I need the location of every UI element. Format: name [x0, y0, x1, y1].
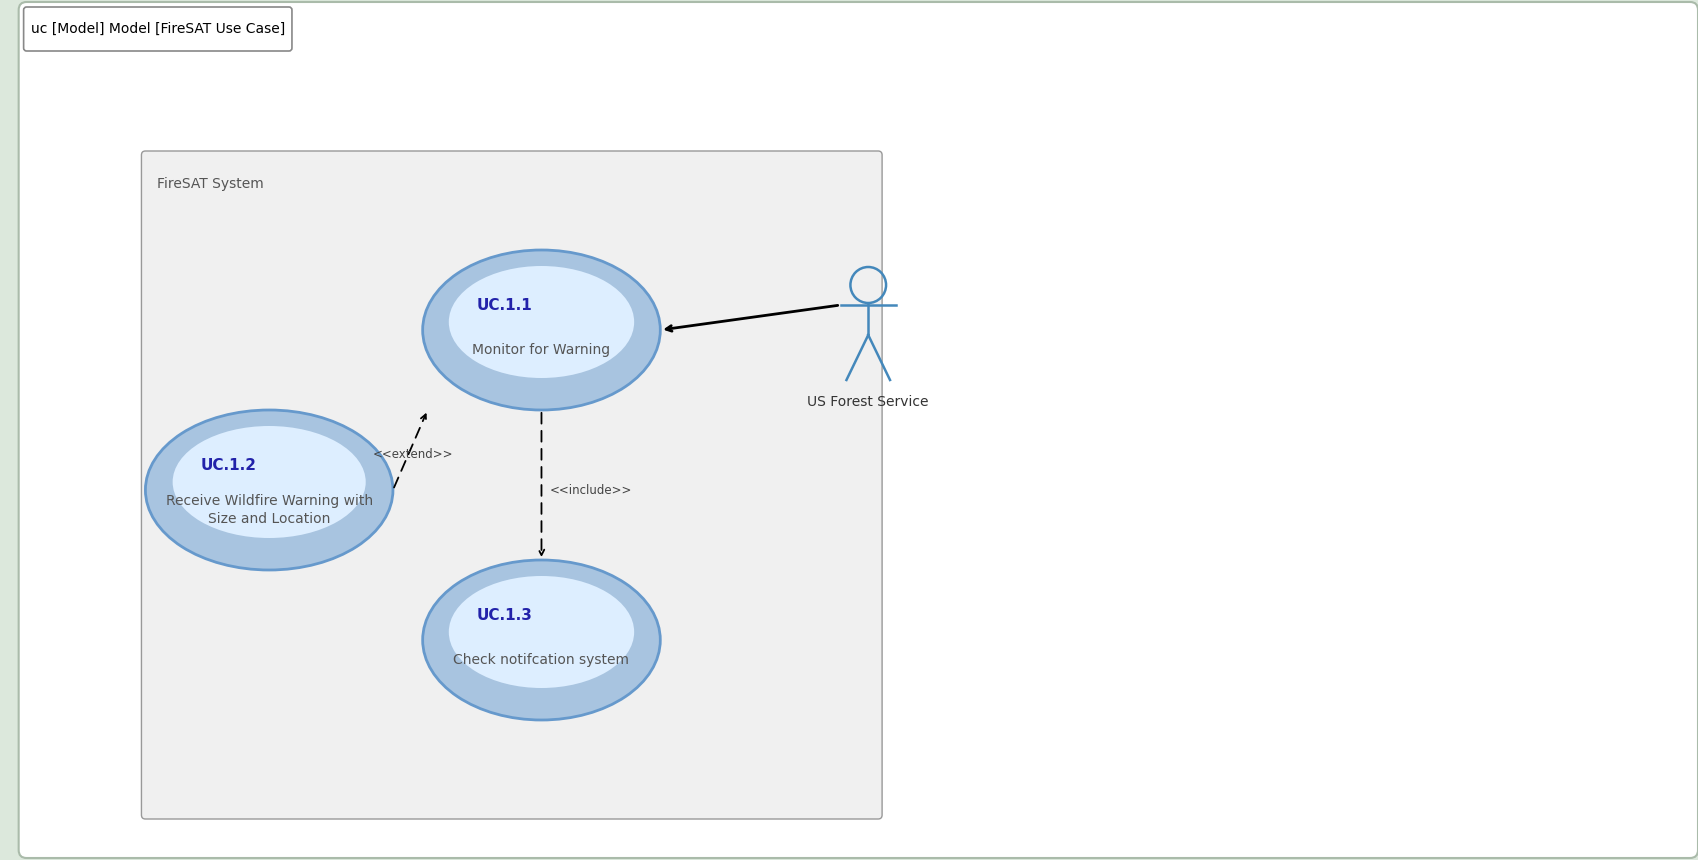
Text: <<extend>>: <<extend>>	[374, 449, 453, 462]
Text: Receive Wildfire Warning with: Receive Wildfire Warning with	[166, 494, 374, 508]
Text: UC.1.1: UC.1.1	[475, 298, 531, 314]
Text: uc [Model] Model [FireSAT Use Case]: uc [Model] Model [FireSAT Use Case]	[31, 22, 285, 36]
Text: <<include>>: <<include>>	[550, 483, 632, 496]
Text: Monitor for Warning: Monitor for Warning	[472, 343, 611, 357]
Ellipse shape	[146, 410, 392, 570]
Ellipse shape	[423, 250, 661, 410]
Text: US Forest Service: US Forest Service	[808, 395, 929, 409]
FancyBboxPatch shape	[19, 2, 1698, 858]
Ellipse shape	[448, 576, 633, 688]
FancyBboxPatch shape	[141, 151, 881, 819]
Text: Size and Location: Size and Location	[207, 512, 331, 526]
Text: Check notifcation system: Check notifcation system	[453, 653, 630, 667]
FancyBboxPatch shape	[24, 7, 292, 51]
Text: FireSAT System: FireSAT System	[158, 177, 265, 191]
Ellipse shape	[448, 266, 633, 378]
Ellipse shape	[173, 426, 365, 538]
Text: UC.1.2: UC.1.2	[200, 458, 256, 474]
Text: UC.1.3: UC.1.3	[475, 609, 531, 624]
Ellipse shape	[423, 560, 661, 720]
